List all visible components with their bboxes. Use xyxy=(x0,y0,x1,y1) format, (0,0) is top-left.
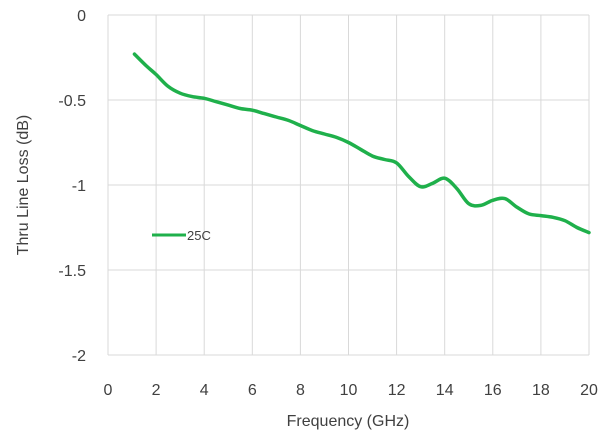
y-tick-label: -0.5 xyxy=(58,93,86,110)
x-axis-title: Frequency (GHz) xyxy=(287,413,410,430)
grid-lines xyxy=(107,14,590,356)
x-tick-label: 18 xyxy=(532,382,550,399)
y-tick-labels: 0 -0.5 -1 -1.5 -2 xyxy=(58,8,86,365)
series-line-25c xyxy=(132,52,591,235)
legend: 25C xyxy=(152,228,211,243)
x-tick-label: 20 xyxy=(580,382,598,399)
y-tick-label: -2 xyxy=(72,348,86,365)
x-tick-label: 10 xyxy=(340,382,358,399)
x-tick-labels: 0 2 4 6 8 10 12 14 16 18 20 xyxy=(104,382,598,399)
y-axis-title: Thru Line Loss (dB) xyxy=(15,115,32,256)
x-tick-label: 8 xyxy=(296,382,305,399)
y-tick-label: -1.5 xyxy=(58,263,86,280)
x-tick-label: 2 xyxy=(152,382,161,399)
x-tick-label: 12 xyxy=(388,382,406,399)
x-tick-label: 6 xyxy=(248,382,257,399)
y-tick-label: -1 xyxy=(72,178,86,195)
legend-label-25c: 25C xyxy=(187,228,211,243)
x-tick-label: 4 xyxy=(200,382,209,399)
series-lines xyxy=(132,52,591,235)
x-tick-label: 16 xyxy=(484,382,502,399)
x-tick-label: 0 xyxy=(104,382,113,399)
x-tick-label: 14 xyxy=(436,382,454,399)
y-tick-label: 0 xyxy=(77,8,86,25)
